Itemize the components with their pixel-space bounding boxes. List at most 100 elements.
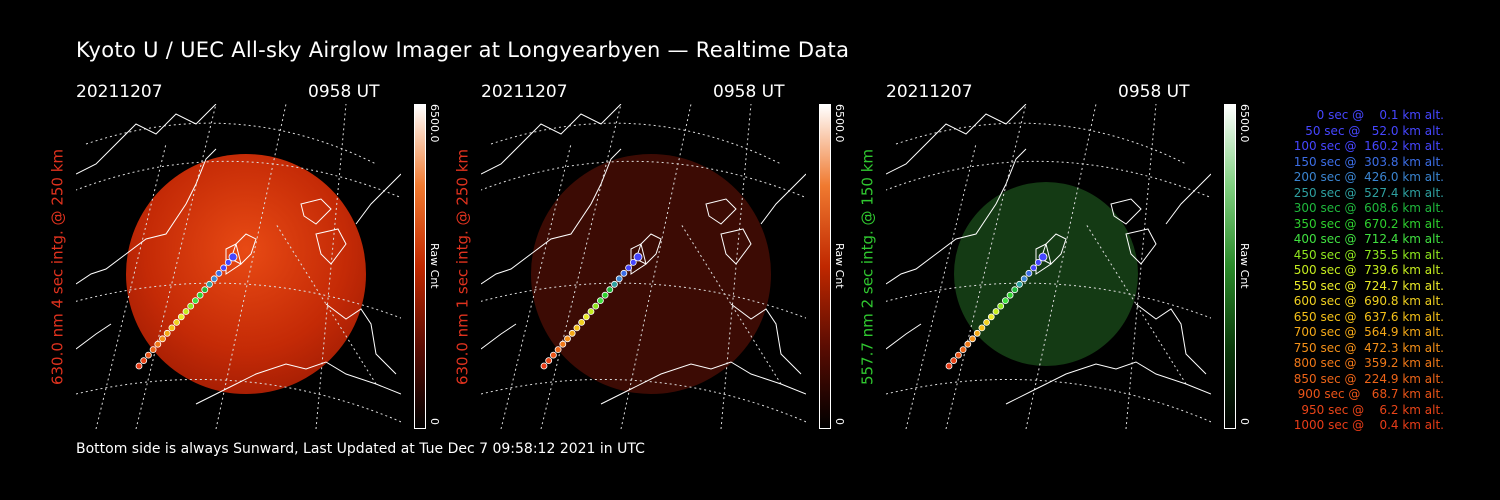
track-point	[573, 324, 581, 332]
panel-2-allsky-image	[481, 104, 806, 429]
panel-1-colorbar	[414, 104, 426, 429]
panel-2-colorbar-min: 0	[833, 418, 846, 425]
panel-3-allsky-image	[886, 104, 1211, 429]
panel-1-time: 0958 UT	[308, 82, 380, 102]
track-point	[950, 357, 958, 365]
legend-row: 650 sec @ 637.6 km alt.	[1289, 309, 1444, 324]
track-point	[601, 291, 609, 299]
panel-3-time: 0958 UT	[1118, 82, 1190, 102]
panel-2-colorbar-unit: Raw Cnt	[833, 243, 846, 289]
track-point	[1038, 252, 1048, 262]
panel-1-date: 20211207	[76, 82, 163, 102]
track-point	[201, 286, 209, 294]
track-point	[620, 269, 628, 277]
track-point	[606, 286, 614, 294]
track-point	[1030, 264, 1038, 272]
legend-row: 850 sec @ 224.9 km alt.	[1289, 371, 1444, 386]
legend-row: 600 sec @ 690.8 km alt.	[1289, 294, 1444, 308]
track-point	[1020, 275, 1028, 283]
track-point	[1025, 269, 1033, 277]
legend-row: 1000 sec @ 0.4 km alt.	[1293, 418, 1444, 432]
page-title: Kyoto U / UEC All-sky Airglow Imager at …	[76, 38, 850, 62]
legend-row: 900 sec @ 68.7 km alt.	[1293, 387, 1444, 401]
track-point	[140, 357, 148, 365]
track-point	[969, 335, 976, 343]
airglow-disk	[126, 154, 366, 394]
track-point	[206, 280, 213, 288]
legend-row: 50 sec @ 52.0 km alt.	[1297, 123, 1444, 138]
panel-1-ylabel: 630.0 nm 4 sec intg. @ 250 km	[48, 148, 67, 386]
legend-row: 100 sec @ 160.2 km alt.	[1289, 139, 1444, 153]
panel-3-date: 20211207	[886, 82, 973, 102]
track-point	[559, 340, 567, 348]
panel-3-colorbar-min: 0	[1238, 418, 1251, 425]
legend-row: 300 sec @ 608.6 km alt.	[1289, 201, 1444, 215]
track-point	[582, 313, 590, 321]
panel-3-map	[886, 104, 1211, 429]
track-point	[978, 324, 986, 332]
track-point	[545, 357, 553, 365]
track-point	[1034, 258, 1042, 266]
track-point	[1002, 297, 1009, 305]
panel-2-map	[481, 104, 806, 429]
panel-2-colorbar-max: 6500.0	[833, 104, 846, 143]
track-point	[159, 335, 166, 343]
legend-row: 400 sec @ 712.4 km alt.	[1289, 232, 1444, 246]
legend-row: 150 sec @ 303.8 km alt.	[1289, 154, 1444, 169]
track-point	[568, 329, 576, 337]
track-point	[540, 362, 548, 370]
panel-1-colorbar-min: 0	[428, 418, 441, 425]
track-point	[611, 280, 618, 288]
track-point	[964, 340, 972, 348]
track-point	[220, 264, 228, 272]
track-point	[597, 297, 604, 305]
track-point	[145, 351, 152, 359]
legend-row: 950 sec @ 6.2 km alt.	[1297, 402, 1444, 417]
track-point	[973, 329, 981, 337]
legend-row: 250 sec @ 527.4 km alt.	[1289, 185, 1444, 200]
legend-row: 800 sec @ 359.2 km alt.	[1289, 356, 1444, 370]
track-point	[187, 302, 195, 310]
legend-row: 500 sec @ 739.6 km alt.	[1289, 263, 1444, 277]
track-point	[228, 252, 238, 262]
legend-row: 350 sec @ 670.2 km alt.	[1289, 216, 1444, 231]
track-point	[1006, 291, 1014, 299]
track-point	[210, 275, 218, 283]
track-point	[1016, 280, 1023, 288]
panel-1-colorbar-unit: Raw Cnt	[428, 243, 441, 289]
panel-3-colorbar-max: 6500.0	[1238, 104, 1251, 143]
legend-row: 450 sec @ 735.5 km alt.	[1289, 247, 1444, 262]
track-point	[177, 313, 185, 321]
panel-1-colorbar-max: 6500.0	[428, 104, 441, 143]
track-point	[182, 308, 190, 315]
track-point	[633, 252, 643, 262]
track-point	[564, 335, 571, 343]
track-point	[615, 275, 623, 283]
legend-row: 550 sec @ 724.7 km alt.	[1289, 278, 1444, 293]
track-point	[578, 318, 585, 326]
track-point	[992, 308, 1000, 315]
panel-3-colorbar-unit: Raw Cnt	[1238, 243, 1251, 289]
track-point	[192, 297, 199, 305]
track-point	[587, 308, 595, 315]
legend-row: 700 sec @ 564.9 km alt.	[1289, 325, 1444, 339]
track-point	[987, 313, 995, 321]
panel-2-colorbar	[819, 104, 831, 429]
track-point	[945, 362, 953, 370]
track-point	[1011, 286, 1019, 294]
track-point	[955, 351, 962, 359]
track-point	[173, 318, 180, 326]
track-point	[554, 346, 562, 354]
panel-1-map	[76, 104, 401, 429]
panel-3-ylabel: 557.7 nm 2 sec intg. @ 150 km	[858, 148, 877, 386]
panel-2-ylabel: 630.0 nm 1 sec intg. @ 250 km	[453, 148, 472, 386]
panel-2-date: 20211207	[481, 82, 568, 102]
track-point	[196, 291, 204, 299]
legend-row: 750 sec @ 472.3 km alt.	[1289, 340, 1444, 355]
footer-status: Bottom side is always Sunward, Last Upda…	[76, 441, 645, 457]
track-point	[163, 329, 171, 337]
track-point	[550, 351, 557, 359]
track-point	[959, 346, 967, 354]
track-point	[997, 302, 1005, 310]
airglow-disk	[531, 154, 771, 394]
